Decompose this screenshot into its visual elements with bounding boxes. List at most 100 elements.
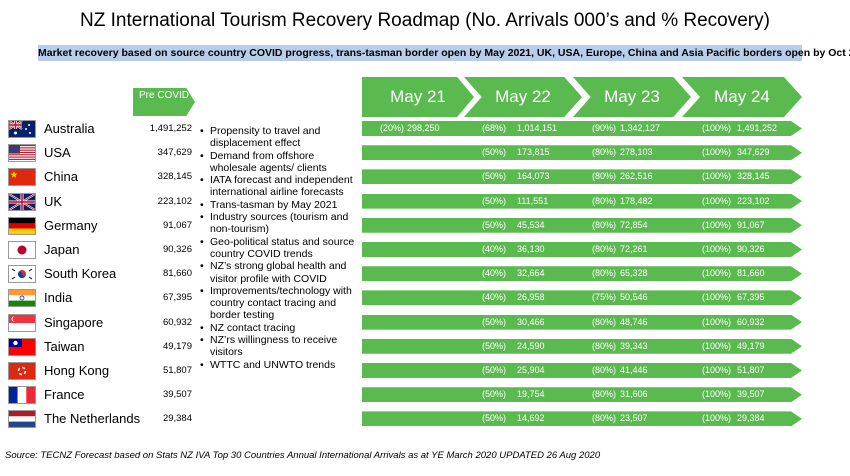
pre-covid-value: 60,932 [162, 316, 192, 328]
page-title: NZ International Tourism Recovery Roadma… [80, 10, 770, 31]
arrivals-value: 41,446 [620, 365, 648, 375]
arrivals-value: 72,261 [620, 244, 648, 254]
flag-netherlands-icon [8, 410, 36, 429]
arrivals-value: 23,507 [620, 413, 648, 424]
arrivals-value: 262,516 [620, 171, 653, 182]
forecast-bar: (40%) 32,664 (80%) 65,328 (100%) 81,660 [362, 266, 802, 282]
pre-covid-value: 67,395 [162, 292, 192, 304]
arrivals-value: 24,590 [517, 340, 545, 351]
year-header: May 24 [682, 77, 802, 117]
forecast-bar: (50%) 111,551 (80%) 178,482 (100%) 223,102 [362, 193, 802, 209]
country-name: UK [44, 193, 63, 209]
country-name: South Korea [44, 266, 117, 282]
recovery-percent: (50%) [482, 316, 507, 327]
arrivals-value: 223,102 [737, 195, 770, 206]
factor-item: Propensity to travel and displacement ef… [200, 125, 360, 150]
arrivals-value: 49,179 [737, 340, 765, 351]
forecast-bar: (50%) 19,754 (80%) 31,606 (100%) 39,507 [362, 387, 802, 403]
recovery-percent: (80%) [592, 268, 617, 279]
arrivals-value: 178,482 [620, 195, 653, 206]
factor-item: Demand from offshore wholesale agents/ c… [200, 150, 360, 175]
pre-covid-value: 91,067 [162, 219, 192, 231]
recovery-percent: (80%) [592, 219, 617, 230]
flag-south-korea-icon [8, 265, 36, 284]
arrivals-value: 1,491,252 [737, 123, 778, 133]
arrivals-value: 25,904 [517, 365, 545, 375]
arrivals-value: 19,754 [517, 389, 545, 400]
flag-hong-kong-icon [8, 362, 36, 380]
arrivals-value: 298,250 [407, 123, 440, 133]
recovery-percent: (40%) [482, 292, 507, 303]
recovery-percent: (100%) [702, 171, 732, 182]
arrivals-value: 111,551 [517, 195, 549, 206]
forecast-bar: (20%) 298,250 (68%) 1,014,151 (90%) 1,342,127… [362, 121, 802, 136]
country-name: Japan [44, 242, 80, 257]
subtitle-banner: Market recovery based on source country … [38, 45, 850, 61]
arrivals-value: 14,692 [517, 413, 545, 424]
recovery-percent: (100%) [702, 340, 732, 351]
recovery-percent: (100%) [702, 147, 732, 158]
arrivals-value: 65,328 [620, 268, 648, 279]
forecast-bar: (50%) 30,466 (80%) 48,746 (100%) 60,932 [362, 314, 802, 330]
arrivals-value: 45,534 [517, 219, 545, 230]
pre-covid-value: 39,507 [162, 389, 192, 401]
arrivals-value: 39,343 [620, 340, 648, 351]
forecast-bar: (50%) 14,692 (80%) 23,507 (100%) 29,384 [362, 411, 802, 427]
factor-item: Industry sources (tourism and non-touris… [200, 211, 360, 236]
country-name: The Netherlands [44, 411, 141, 427]
arrivals-value: 39,507 [737, 389, 765, 400]
arrivals-value: 278,103 [620, 147, 653, 158]
recovery-percent: (100%) [702, 413, 732, 424]
pre-covid-value: 49,179 [162, 340, 192, 352]
pre-covid-value: 347,629 [157, 147, 192, 159]
country-name: India [44, 290, 73, 306]
arrivals-value: 347,629 [737, 147, 770, 158]
factor-item: Geo-political status and source country … [200, 236, 360, 261]
arrivals-value: 50,546 [620, 292, 648, 303]
factor-item: IATA forecast and independent internatio… [200, 174, 360, 199]
recovery-percent: (50%) [482, 365, 507, 375]
arrivals-value: 328,145 [737, 171, 770, 182]
pre-covid-header: Pre COVID [133, 88, 195, 116]
arrivals-value: 81,660 [737, 268, 765, 279]
factor-item: WTTC and UNWTO trends [200, 359, 360, 372]
forecast-bar: (50%) 25,904 (80%) 41,446 (100%) 51,807 [362, 363, 802, 378]
forecast-bar: (40%) 36,130 (80%) 72,261 (100%) 90,326 [362, 242, 802, 257]
flag-australia-icon [8, 120, 36, 138]
pre-covid-value: 81,660 [162, 268, 192, 280]
country-name: Taiwan [44, 338, 85, 354]
recovery-percent: (100%) [702, 316, 732, 327]
pre-covid-value: 1,491,252 [149, 123, 192, 134]
forecast-bar: (50%) 45,534 (80%) 72,854 (100%) 91,067 [362, 217, 802, 233]
source-note: Source: TECNZ Forecast based on Stats NZ… [5, 450, 601, 461]
arrivals-value: 90,326 [737, 244, 765, 254]
pre-covid-value: 51,807 [162, 365, 192, 376]
factors-list: Propensity to travel and displacement ef… [200, 125, 360, 371]
pre-covid-value: 29,384 [162, 413, 192, 425]
recovery-percent: (50%) [482, 195, 507, 206]
year-header: May 21 [362, 77, 474, 117]
flag-taiwan-icon [8, 337, 36, 356]
recovery-percent: (80%) [592, 365, 617, 375]
flag-france-icon [8, 386, 36, 405]
flag-japan-icon [8, 241, 36, 259]
arrivals-value: 173,815 [517, 147, 550, 158]
arrivals-value: 29,384 [737, 413, 765, 424]
country-name: USA [44, 145, 71, 161]
forecast-bar: (50%) 164,073 (80%) 262,516 (100%) 328,145 [362, 169, 802, 185]
recovery-percent: (100%) [702, 268, 732, 279]
country-name: France [44, 387, 85, 403]
recovery-percent: (80%) [592, 316, 617, 327]
country-name: Hong Kong [44, 363, 110, 378]
recovery-percent: (100%) [702, 219, 732, 230]
recovery-percent: (100%) [702, 244, 732, 254]
flag-singapore-icon [8, 313, 36, 332]
arrivals-value: 164,073 [517, 171, 550, 182]
pre-covid-value: 90,326 [162, 244, 192, 255]
recovery-percent: (20%) [380, 123, 405, 133]
year-header: May 22 [464, 77, 582, 117]
arrivals-value: 72,854 [620, 219, 648, 230]
recovery-percent: (50%) [482, 413, 507, 424]
recovery-percent: (100%) [702, 195, 732, 206]
recovery-percent: (40%) [482, 268, 507, 279]
